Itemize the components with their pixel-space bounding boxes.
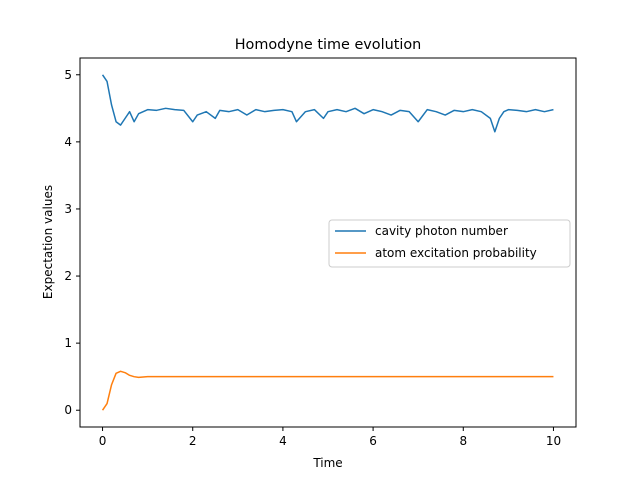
y-tick-label: 4: [64, 135, 72, 149]
x-tick-label: 10: [546, 434, 561, 448]
y-tick-label: 1: [64, 336, 72, 350]
x-tick-label: 2: [189, 434, 197, 448]
y-axis-label: Expectation values: [41, 185, 55, 299]
series-line-cavity-photon-number: [101, 74, 554, 133]
y-tick-label: 0: [64, 403, 72, 417]
legend-label-cavity-photon-number: cavity photon number: [375, 224, 508, 238]
x-axis-ticks: 0 2 4 6 8 10: [99, 427, 561, 448]
legend-label-atom-excitation-probability: atom excitation probability: [375, 246, 537, 260]
legend-box: [328, 219, 571, 268]
x-tick-label: 8: [459, 434, 467, 448]
series-line-atom-excitation-probability: [101, 370, 554, 411]
y-axis-ticks: 0 1 2 3 4 5: [64, 68, 80, 417]
y-tick-label: 2: [64, 269, 72, 283]
plot-area-frame: [79, 57, 577, 428]
x-tick-label: 6: [369, 434, 377, 448]
y-tick-label: 5: [64, 68, 72, 82]
x-tick-label: 0: [99, 434, 107, 448]
series-layer: [101, 74, 554, 411]
y-tick-label: 3: [64, 202, 72, 216]
x-tick-label: 4: [279, 434, 287, 448]
x-axis-label: Time: [312, 456, 342, 470]
chart-title: Homodyne time evolution: [235, 37, 422, 53]
legend: cavity photon number atom excitation pro…: [328, 219, 571, 268]
